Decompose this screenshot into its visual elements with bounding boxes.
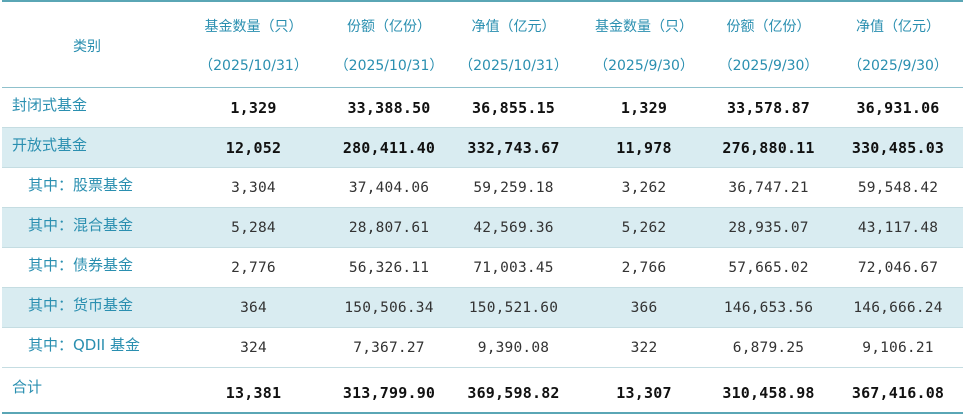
header-nav-sep: 净值（亿元） （2025/9/30）: [833, 2, 963, 87]
cell-value: 364: [240, 299, 267, 316]
header-date: （2025/9/30）: [594, 58, 694, 74]
cell-value: 12,052: [225, 138, 282, 157]
cell-value: 33,388.50: [347, 98, 431, 117]
cell-value: 37,404.06: [348, 179, 430, 196]
header-category: 类别: [2, 2, 172, 87]
cell-value: 3,304: [231, 179, 276, 196]
cell-value: 146,666.24: [853, 299, 943, 316]
cell-value: 11,978: [616, 138, 672, 157]
cell-value: 36,855.15: [471, 98, 556, 117]
cell-value: 2,776: [231, 259, 276, 276]
cell-value: 366: [630, 299, 658, 316]
cell-value: 9,106.21: [862, 339, 934, 356]
cell-value: 59,548.42: [857, 179, 939, 196]
cell-value: 367,416.08: [851, 384, 945, 402]
table-row: 封闭式基金 1,329 33,388.50 36,855.15 1,329 33…: [2, 88, 963, 128]
cell-value: 43,117.48: [857, 219, 939, 236]
cell-value: 150,506.34: [344, 299, 434, 316]
header-title: 净值（亿元）: [856, 19, 940, 35]
cell-value: 369,598.82: [467, 384, 560, 402]
header-shares-sep: 份额（亿份） （2025/9/30）: [704, 2, 833, 87]
header-title: 份额（亿份）: [726, 19, 811, 35]
cell-value: 7,367.27: [353, 339, 425, 356]
cell-value: 280,411.40: [342, 138, 436, 157]
table-row: 其中：货币基金 364 150,506.34 150,521.60 366 14…: [2, 288, 963, 328]
cell-value: 150,521.60: [468, 299, 559, 316]
table-row: 其中：股票基金 3,304 37,404.06 59,259.18 3,262 …: [2, 168, 963, 208]
header-shares-oct: 份额（亿份） （2025/10/31）: [334, 2, 444, 87]
row-label: 其中：债券基金: [28, 256, 134, 274]
cell-value: 276,880.11: [722, 138, 815, 157]
header-title: 净值（亿元）: [471, 19, 556, 35]
cell-value: 146,653.56: [723, 299, 814, 316]
cell-value: 324: [240, 339, 267, 356]
header-fund-count-sep: 基金数量（只） （2025/9/30）: [584, 2, 704, 87]
header-date: （2025/10/31）: [199, 58, 308, 74]
row-label: 其中：混合基金: [28, 216, 134, 234]
row-label: 合计: [12, 378, 43, 396]
cell-value: 1,329: [620, 98, 668, 117]
row-label: 封闭式基金: [12, 96, 88, 114]
cell-value: 36,747.21: [728, 179, 809, 196]
cell-value: 59,259.18: [473, 179, 554, 196]
header-title: 基金数量（只）: [595, 19, 693, 35]
cell-value: 28,935.07: [728, 219, 809, 236]
cell-value: 42,569.36: [473, 219, 554, 236]
cell-value: 72,046.67: [857, 259, 939, 276]
header-title: 类别: [73, 38, 101, 55]
header-nav-oct: 净值（亿元） （2025/10/31）: [443, 2, 584, 87]
cell-value: 313,799.90: [342, 384, 436, 402]
header-date: （2025/10/31）: [334, 58, 444, 74]
cell-value: 13,307: [616, 384, 672, 402]
table-row-total: 合计 13,381 313,799.90 369,598.82 13,307 3…: [2, 368, 963, 414]
cell-value: 33,578.87: [726, 98, 811, 117]
cell-value: 6,879.25: [732, 339, 805, 356]
cell-value: 310,458.98: [722, 384, 815, 402]
cell-value: 9,390.08: [477, 339, 550, 356]
cell-value: 57,665.02: [728, 259, 809, 276]
header-title: 份额（亿份）: [347, 19, 431, 35]
cell-value: 28,807.61: [348, 219, 430, 236]
cell-value: 330,485.03: [851, 138, 945, 157]
cell-value: 1,329: [230, 98, 277, 117]
cell-value: 36,931.06: [856, 98, 940, 117]
cell-value: 71,003.45: [473, 259, 554, 276]
table-header: 类别 基金数量（只） （2025/10/31） 份额（亿份） （2025/10/…: [2, 2, 963, 88]
header-date: （2025/10/31）: [459, 58, 568, 74]
header-title: 基金数量（只）: [204, 19, 303, 35]
row-label: 其中：货币基金: [28, 296, 134, 314]
cell-value: 332,743.67: [467, 138, 560, 157]
table-row: 其中：债券基金 2,776 56,326.11 71,003.45 2,766 …: [2, 248, 963, 288]
cell-value: 3,262: [621, 179, 667, 196]
table-row: 开放式基金 12,052 280,411.40 332,743.67 11,97…: [2, 128, 963, 168]
cell-value: 56,326.11: [348, 259, 430, 276]
cell-value: 2,766: [621, 259, 667, 276]
table-row: 其中：QDII 基金 324 7,367.27 9,390.08 322 6,8…: [2, 328, 963, 368]
cell-value: 5,284: [231, 219, 276, 236]
cell-value: 13,381: [225, 384, 282, 402]
cell-value: 322: [630, 339, 658, 356]
row-label: 其中：股票基金: [28, 176, 134, 194]
row-label: 开放式基金: [12, 136, 88, 154]
header-fund-count-oct: 基金数量（只） （2025/10/31）: [172, 2, 335, 87]
table-row: 其中：混合基金 5,284 28,807.61 42,569.36 5,262 …: [2, 208, 963, 248]
header-date: （2025/9/30）: [848, 58, 948, 74]
row-label: 其中：QDII 基金: [28, 336, 140, 354]
header-date: （2025/9/30）: [718, 58, 819, 74]
cell-value: 5,262: [621, 219, 667, 236]
